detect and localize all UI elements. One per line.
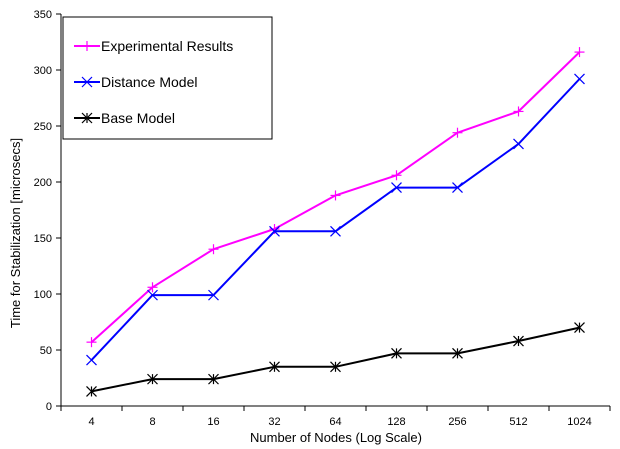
data-point [513,106,524,117]
data-point [452,182,463,194]
data-point [86,354,97,366]
x-tick-label: 1024 [567,416,591,428]
data-point [574,322,585,334]
y-tick-label: 250 [34,121,52,133]
data-point [147,289,158,301]
data-point [513,335,524,347]
data-point [147,373,158,385]
legend-label: Distance Model [101,74,198,90]
y-axis-ticks: 0 50 100 150 200 250 300 350 [34,9,61,413]
legend: Experimental Results Distance Model Base M… [62,16,273,140]
data-point [513,138,524,150]
x-axis-title: Number of Nodes (Log Scale) [250,430,422,445]
y-tick-label: 50 [40,345,52,357]
axes [60,14,610,407]
data-point [574,73,585,85]
y-tick-label: 0 [46,401,52,413]
data-point [81,112,93,124]
data-point [330,361,341,373]
x-tick-label: 64 [329,416,341,428]
x-tick-label: 8 [149,416,155,428]
y-axis-title: Time for Stabilization [microsecs] [8,138,23,328]
data-point [81,76,93,88]
data-point [391,170,402,181]
data-point [86,337,97,348]
legend-label: Experimental Results [101,38,233,54]
data-point [147,282,158,293]
series-layer [86,47,585,397]
y-tick-label: 150 [34,233,52,245]
data-point [82,41,92,51]
x-tick-label: 256 [448,416,466,428]
data-point [208,373,219,385]
data-point [452,127,463,138]
data-point [574,47,585,58]
data-point [269,361,280,373]
x-axis-ticks: 4 8 16 32 64 128 256 512 1024 [60,406,611,428]
data-point [208,244,219,255]
y-tick-label: 100 [34,289,52,301]
y-tick-label: 200 [34,177,52,189]
legend-item: Experimental Results [74,38,233,54]
data-point [269,225,280,237]
y-tick-label: 350 [34,9,52,21]
data-point [391,347,402,359]
legend-item: Distance Model [74,74,198,90]
series-line [91,326,580,393]
legend-item: Base Model [74,110,175,126]
x-tick-label: 16 [207,416,219,428]
series-distance-model [86,73,585,366]
x-tick-label: 128 [387,416,405,428]
series-base-model [86,322,585,397]
data-point [86,386,97,397]
legend-label: Base Model [101,110,175,126]
data-point [208,289,219,301]
data-point [330,190,341,201]
x-tick-label: 4 [88,416,94,428]
data-point [330,225,341,237]
x-tick-label: 32 [268,416,280,428]
y-tick-label: 300 [34,65,52,77]
data-point [391,182,402,194]
x-tick-label: 512 [509,416,527,428]
data-point [452,347,463,359]
